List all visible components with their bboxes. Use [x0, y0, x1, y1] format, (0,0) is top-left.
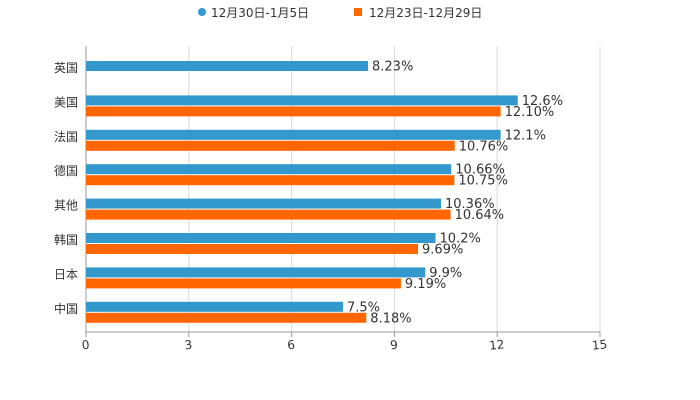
data-label: 10.76%	[459, 139, 509, 154]
data-label: 9.69%	[422, 243, 463, 258]
legend-label: 12月23日-12月29日	[369, 6, 482, 20]
bar-德国-s2[interactable]	[86, 175, 455, 186]
x-tick-label: 3	[184, 338, 193, 353]
data-label: 10.36%	[445, 197, 495, 212]
data-label: 12.6%	[522, 94, 563, 109]
data-label: 10.64%	[455, 208, 505, 223]
legend-item-s1[interactable]: 12月30日-1月5日	[198, 6, 309, 20]
data-label: 9.19%	[405, 277, 446, 292]
category-label: 中国	[54, 301, 78, 316]
legend-label: 12月30日-1月5日	[211, 6, 309, 20]
data-label: 9.9%	[429, 266, 462, 281]
grid-lines	[85, 46, 601, 332]
bar-日本-s2[interactable]	[86, 278, 401, 289]
data-label: 10.75%	[458, 174, 508, 189]
data-label: 8.23%	[372, 60, 413, 75]
bar-韩国-s2[interactable]	[86, 244, 419, 254]
category-label: 英国	[54, 61, 78, 75]
data-label: 12.1%	[505, 128, 546, 143]
category-label: 日本	[54, 267, 78, 281]
bar-其他-s1[interactable]	[86, 198, 442, 209]
category-label: 美国	[54, 95, 78, 109]
bar-日本-s1[interactable]	[86, 267, 426, 278]
chart-legend[interactable]: 12月30日-1月5日 12月23日-12月29日	[198, 6, 482, 20]
bar-美国-s2[interactable]	[86, 106, 501, 117]
data-label: 8.18%	[370, 311, 411, 326]
x-tick-label: 6	[287, 338, 296, 353]
data-labels: 8.23% 12.6%12.10% 12.1%10.76% 10.66%10.75% 1…	[347, 60, 563, 327]
bar-其他-s2[interactable]	[86, 209, 451, 220]
category-label: 德国	[54, 163, 78, 178]
bar-美国-s1[interactable]	[86, 95, 518, 106]
bar-法国-s1[interactable]	[86, 129, 501, 140]
x-tick-label: 12	[488, 337, 505, 353]
data-label: 10.2%	[440, 232, 481, 247]
bar-英国-s1[interactable]	[86, 61, 369, 71]
category-label: 法国	[54, 130, 78, 144]
data-label: 12.10%	[505, 105, 555, 120]
data-label: 7.5%	[347, 300, 380, 315]
bar-德国-s1[interactable]	[86, 164, 452, 175]
category-label: 韩国	[54, 232, 78, 247]
x-tick-label: 9	[389, 338, 398, 353]
x-tick-label: 15	[591, 337, 608, 353]
legend-item-s2[interactable]: 12月23日-12月29日	[354, 6, 482, 20]
x-tick-label: 0	[81, 338, 90, 353]
bar-中国-s1[interactable]	[86, 301, 343, 312]
legend-marker-circle-icon	[198, 8, 206, 16]
category-label: 其他	[54, 199, 78, 213]
bar-中国-s2[interactable]	[86, 312, 367, 323]
bar-法国-s2[interactable]	[86, 140, 455, 151]
bar-韩国-s1[interactable]	[86, 233, 436, 243]
legend-marker-square-icon	[354, 8, 362, 16]
data-label: 10.66%	[455, 163, 505, 178]
bar-series	[86, 61, 518, 323]
